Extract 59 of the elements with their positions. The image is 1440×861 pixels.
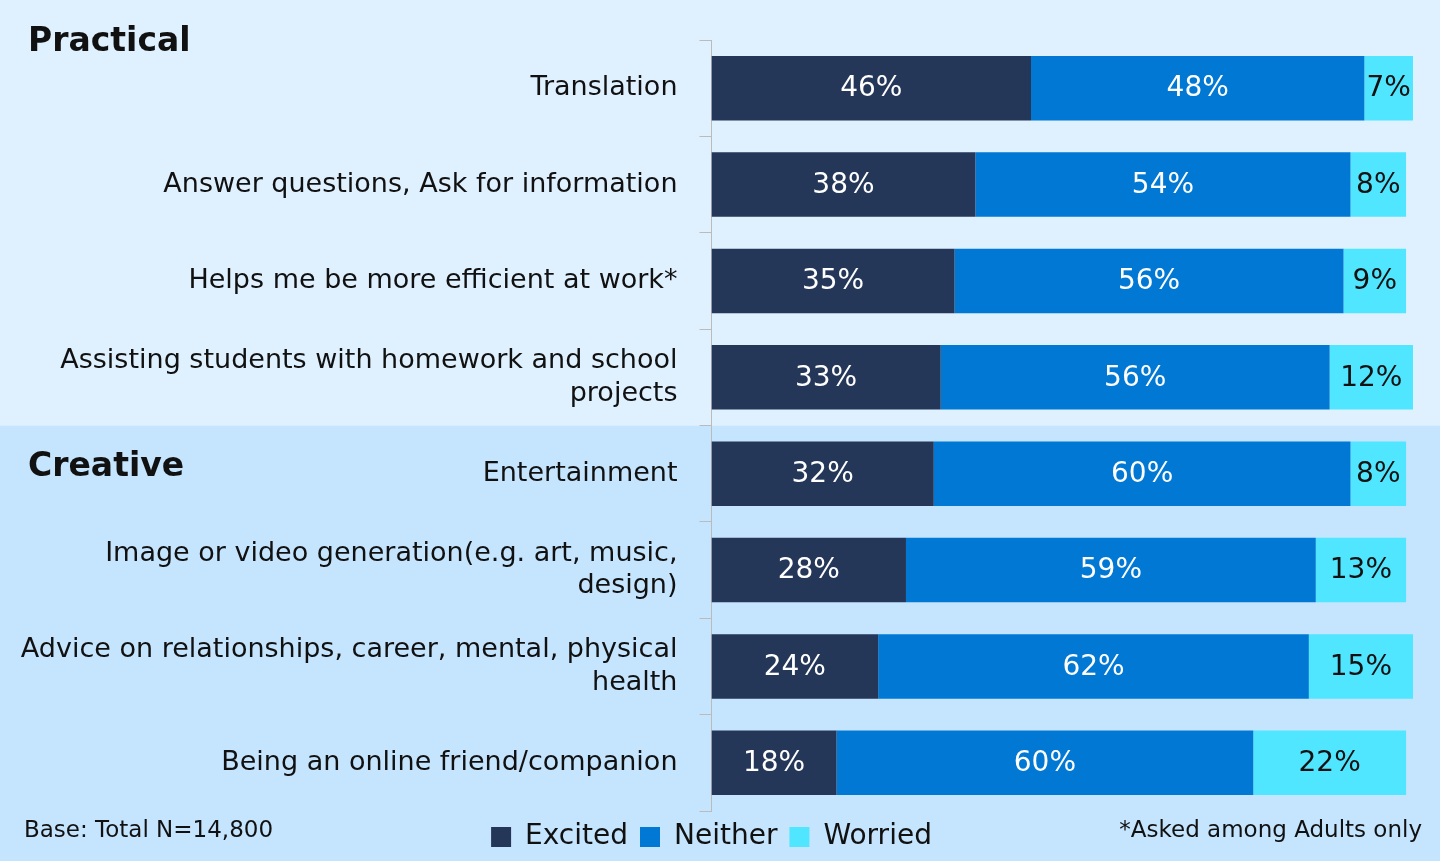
bar — [878, 634, 1309, 699]
legend-label: Neither — [674, 818, 778, 852]
bar — [711, 537, 906, 603]
data-label: 8% — [1356, 455, 1401, 489]
data-label: 33% — [794, 359, 858, 393]
bar — [711, 634, 879, 699]
data-label: 46% — [840, 70, 903, 104]
y-tick-label: Being an online friend/companion — [221, 744, 678, 776]
data-label: 38% — [812, 166, 875, 200]
bar — [905, 537, 1316, 603]
bar — [711, 55, 1031, 121]
bar — [711, 248, 955, 314]
data-label: 56% — [1117, 263, 1181, 297]
bar — [1315, 537, 1407, 603]
band-label: Practical — [28, 19, 191, 59]
data-label: 32% — [791, 455, 854, 489]
bar — [711, 152, 976, 217]
data-label: 18% — [742, 745, 806, 779]
data-label: 15% — [1329, 648, 1393, 682]
band-label: Creative — [28, 445, 185, 485]
data-label: 35% — [801, 263, 865, 297]
data-label: 60% — [1111, 455, 1174, 489]
data-label: 48% — [1166, 70, 1229, 104]
bar — [711, 345, 941, 410]
data-label: 60% — [1013, 745, 1076, 779]
bar — [940, 345, 1330, 410]
bar — [1253, 730, 1407, 796]
data-label: 62% — [1062, 648, 1125, 682]
data-label: 12% — [1340, 359, 1403, 393]
text: Base: Total N=14,800 — [24, 815, 274, 842]
data-label: 8% — [1356, 166, 1401, 200]
y-tick-label: Answer questions, Ask for information — [163, 166, 678, 198]
bar — [711, 441, 934, 506]
y-tick-label: Assisting students with homework and school projects — [60, 343, 678, 407]
legend-label: Worried — [823, 818, 932, 852]
bar — [933, 441, 1351, 506]
y-tick-label: Image or video generation(e.g. art, music, design) — [105, 535, 678, 600]
data-label: 28% — [777, 552, 840, 586]
data-label: 9% — [1352, 263, 1398, 297]
bar — [954, 248, 1344, 314]
data-label: 24% — [763, 648, 826, 682]
bar — [975, 152, 1351, 217]
bar — [1329, 345, 1413, 410]
bar — [836, 730, 1254, 796]
bar — [1030, 55, 1365, 121]
bar — [1308, 634, 1413, 699]
text: *Asked among Adults only — [1119, 815, 1422, 842]
data-label: 59% — [1079, 552, 1142, 586]
data-label: 13% — [1329, 552, 1393, 586]
y-tick-label: Entertainment — [482, 455, 678, 487]
data-label: 22% — [1298, 745, 1361, 779]
data-label: 7% — [1366, 70, 1411, 104]
y-tick-label: Helps me be more efficient at work* — [188, 262, 678, 294]
legend-label: Excited — [525, 818, 629, 852]
y-tick-label: Advice on relationships, career, mental, physical health — [20, 632, 678, 696]
data-label: 56% — [1104, 359, 1167, 393]
data-label: 54% — [1131, 166, 1195, 200]
y-tick-label: Translation — [529, 70, 678, 102]
bar — [711, 730, 837, 796]
